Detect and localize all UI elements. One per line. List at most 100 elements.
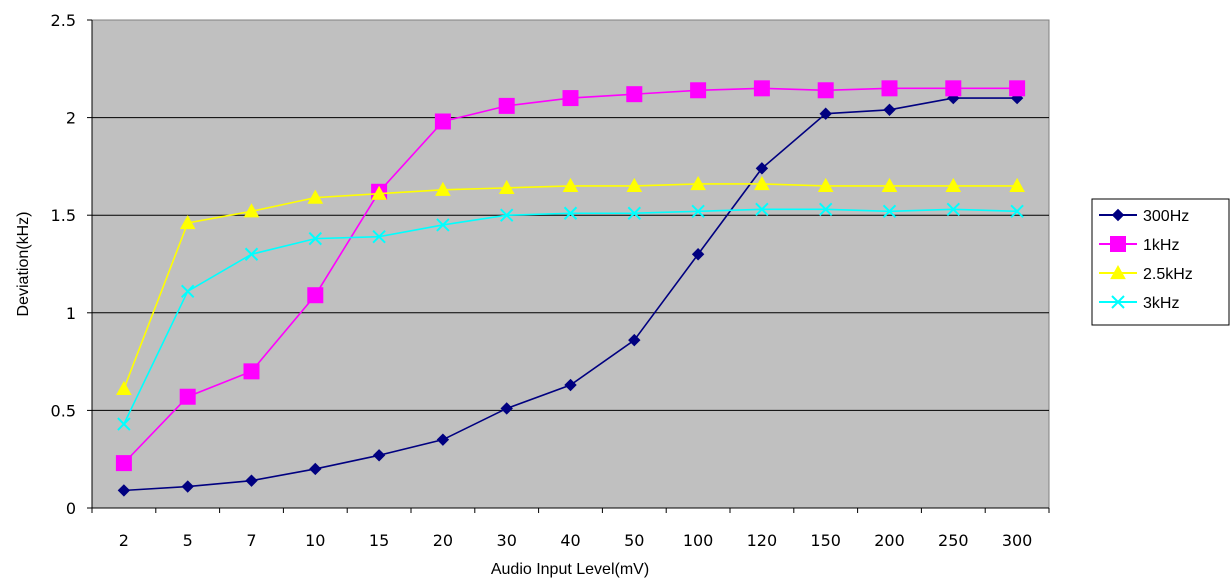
data-point-2-5khz — [562, 177, 579, 193]
data-point-300hz — [372, 449, 386, 462]
x-tick-label: 5 — [183, 531, 193, 550]
data-point-2-5khz — [626, 177, 643, 193]
data-point-1khz — [626, 86, 643, 103]
series-300hz — [117, 91, 1024, 497]
y-tick-label: 2 — [66, 109, 76, 128]
data-point-300hz — [309, 462, 322, 476]
legend-marker-1khz — [1110, 236, 1126, 252]
data-point-300hz — [181, 480, 194, 493]
data-point-2-5khz — [307, 189, 324, 204]
legend: 300Hz 1kHz 2.5kHz 3kHz — [1091, 198, 1230, 326]
data-point-2-5khz — [243, 203, 260, 218]
data-point-1khz — [690, 82, 707, 99]
legend-label-300hz: 300Hz — [1143, 208, 1189, 225]
data-point-300hz — [436, 433, 450, 446]
x-tick-label: 2 — [119, 531, 129, 550]
legend-label-2-5khz: 2.5kHz — [1143, 266, 1193, 283]
x-tick-label: 50 — [624, 531, 644, 550]
data-point-300hz — [755, 162, 769, 175]
data-point-1khz — [881, 80, 898, 97]
series-3khz — [117, 202, 1024, 431]
y-tick-label: 0 — [66, 499, 76, 518]
x-tick-label: 120 — [747, 531, 778, 550]
legend-item-1khz: 1kHz — [1099, 236, 1179, 254]
data-point-3khz — [755, 202, 769, 217]
data-point-2-5khz — [817, 177, 834, 193]
data-point-3khz — [499, 208, 514, 222]
data-point-300hz — [628, 333, 641, 347]
data-point-300hz — [564, 378, 577, 392]
data-point-3khz — [117, 417, 131, 431]
data-point-2-5khz — [498, 179, 515, 194]
x-tick-label: 30 — [497, 531, 517, 550]
data-point-3khz — [818, 202, 833, 217]
data-point-1khz — [307, 287, 324, 304]
y-tick-label: 1 — [66, 304, 76, 323]
x-tick-label: 7 — [246, 531, 256, 550]
data-point-3khz — [627, 206, 642, 220]
y-tick-label: 2.5 — [51, 11, 76, 30]
x-tick-label: 20 — [433, 531, 453, 550]
y-tick-label: 1.5 — [51, 206, 76, 225]
legend-item-2-5khz: 2.5kHz — [1099, 264, 1193, 283]
data-point-300hz — [691, 248, 705, 261]
data-point-2-5khz — [371, 185, 387, 200]
data-point-1khz — [945, 80, 962, 97]
data-point-3khz — [882, 204, 897, 219]
data-point-3khz — [244, 247, 259, 261]
x-tick-labels: 2 5 7 10 15 20 30 40 50 100 120 150 200 250 300 — [119, 531, 1033, 550]
data-point-3khz — [946, 202, 961, 217]
data-point-1khz — [434, 113, 451, 130]
series-layer — [115, 80, 1026, 497]
x-tick-label: 200 — [874, 531, 905, 550]
data-point-300hz — [500, 402, 513, 415]
data-point-2-5khz — [945, 177, 962, 193]
data-point-3khz — [691, 204, 705, 219]
data-point-1khz — [179, 388, 196, 405]
data-point-3khz — [308, 231, 323, 246]
x-tick-label: 150 — [810, 531, 841, 550]
x-tick-label: 15 — [369, 531, 389, 550]
legend-item-300hz: 300Hz — [1099, 208, 1189, 225]
data-point-1khz — [243, 363, 260, 380]
data-point-300hz — [245, 474, 258, 487]
data-point-300hz — [883, 103, 896, 116]
data-point-2-5khz — [435, 181, 451, 196]
legend-marker-300hz — [1111, 208, 1125, 222]
y-tick-label: 0.5 — [51, 401, 76, 420]
axes — [87, 19, 1050, 513]
legend-marker-2-5khz — [1110, 264, 1126, 280]
data-point-3khz — [180, 284, 195, 299]
data-point-1khz — [753, 80, 770, 97]
data-point-3khz — [436, 218, 450, 232]
series-2-5khz — [116, 175, 1025, 396]
x-tick-label: 10 — [305, 531, 325, 550]
data-point-3khz — [372, 229, 386, 244]
x-tick-label: 250 — [938, 531, 969, 550]
data-point-1khz — [562, 90, 579, 107]
data-point-3khz — [563, 206, 578, 220]
data-point-1khz — [498, 97, 515, 114]
data-point-2-5khz — [179, 214, 196, 230]
legend-item-3khz: 3kHz — [1099, 295, 1179, 312]
legend-label-3khz: 3kHz — [1143, 295, 1179, 312]
data-point-1khz — [115, 455, 132, 472]
data-point-1khz — [817, 82, 834, 99]
x-tick-label: 100 — [683, 531, 714, 550]
x-tick-label: 40 — [560, 531, 580, 550]
data-point-300hz — [819, 107, 832, 120]
y-axis-title: Deviation(kHz) — [15, 212, 32, 317]
legend-label-1khz: 1kHz — [1143, 237, 1179, 254]
data-point-3khz — [1010, 204, 1024, 219]
data-point-1khz — [1009, 80, 1026, 97]
legend-marker-3khz — [1111, 295, 1125, 309]
data-point-2-5khz — [881, 177, 898, 193]
data-point-2-5khz — [690, 175, 706, 191]
y-tick-labels: 0 0.5 1 1.5 2 2.5 — [51, 11, 76, 518]
data-point-2-5khz — [754, 175, 770, 191]
x-axis-title: Audio Input Level(mV) — [491, 561, 649, 578]
data-point-300hz — [117, 484, 131, 497]
x-tick-label: 300 — [1002, 531, 1033, 550]
data-point-2-5khz — [116, 380, 132, 396]
